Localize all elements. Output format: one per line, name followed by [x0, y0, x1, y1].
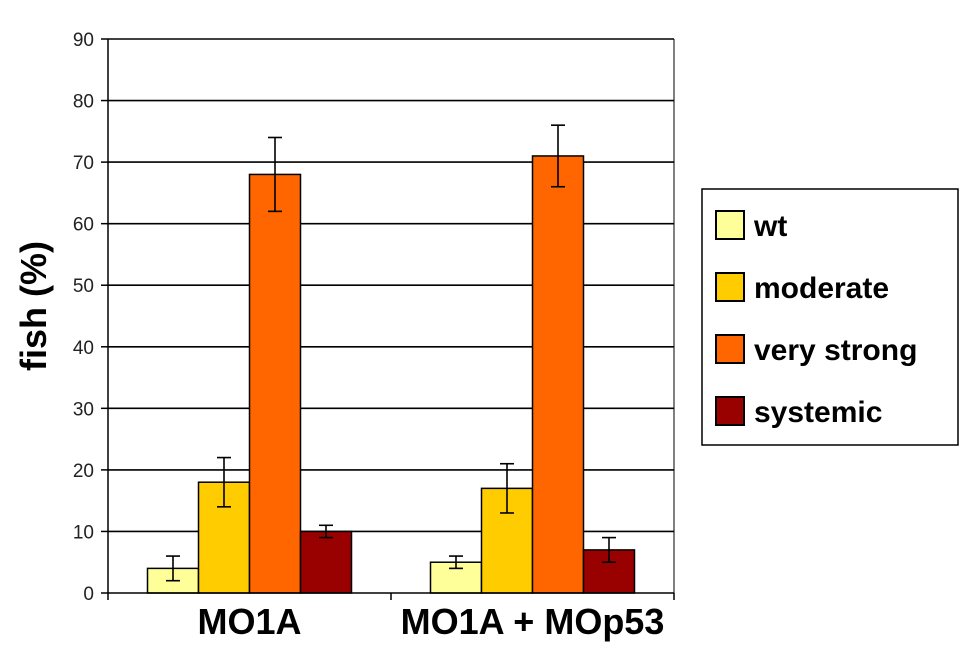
- y-axis-ticks: 0 10 20 30 40 50 60 70 80 90: [73, 30, 108, 605]
- bars: [146, 155, 636, 594]
- y-tick-label-40: 40: [73, 338, 94, 359]
- y-tick-label-0: 0: [83, 584, 94, 605]
- bar-systemic-0: [299, 530, 353, 594]
- category-label-0: MO1A: [197, 601, 301, 642]
- y-tick-label-80: 80: [73, 92, 94, 113]
- legend-label-wt: wt: [753, 210, 787, 243]
- legend: wt moderate very strong systemic: [701, 188, 959, 446]
- y-tick-label-90: 90: [73, 30, 94, 51]
- gridlines: [108, 38, 674, 533]
- y-tick-label-10: 10: [73, 522, 94, 543]
- y-tick-label-50: 50: [73, 276, 94, 297]
- bar-very-strong-1: [531, 155, 585, 594]
- y-tick-label-30: 30: [73, 399, 94, 420]
- legend-swatch-moderate: [715, 272, 745, 302]
- legend-label-systemic: systemic: [754, 396, 882, 429]
- legend-swatch-very-strong: [715, 334, 745, 364]
- y-tick-label-70: 70: [73, 153, 94, 174]
- error-bars: [166, 124, 616, 582]
- y-tick-label-60: 60: [73, 215, 94, 236]
- legend-swatch-systemic: [715, 396, 745, 426]
- x-axis-categories: MO1A MO1A + MOp53: [197, 601, 664, 642]
- legend-label-very-strong: very strong: [754, 334, 917, 367]
- bar-very-strong-0: [248, 173, 302, 594]
- y-axis-label: fish (%): [13, 241, 54, 371]
- y-tick-label-20: 20: [73, 461, 94, 482]
- axes: [107, 38, 675, 600]
- legend-swatch-wt: [715, 210, 745, 240]
- category-label-1: MO1A + MOp53: [401, 601, 665, 642]
- legend-label-moderate: moderate: [754, 272, 889, 305]
